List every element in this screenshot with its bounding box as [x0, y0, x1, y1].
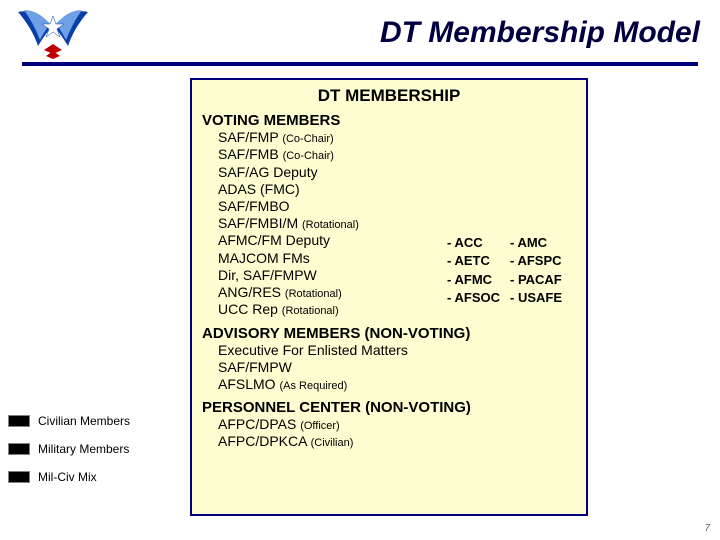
legend-swatch [8, 443, 30, 455]
voting-paren: (Co-Chair) [283, 150, 334, 162]
voting-heading: VOTING MEMBERS [202, 112, 576, 129]
personnel-paren: (Civilian) [311, 437, 354, 449]
legend-row: Mil-Civ Mix [8, 470, 130, 484]
advisory-label: Executive For Enlisted Matters [218, 342, 408, 358]
advisory-label: AFSLMO [218, 376, 276, 392]
advisory-item: SAF/FMPW [218, 359, 576, 376]
advisory-item: AFSLMO (As Required) [218, 376, 576, 393]
voting-label: ANG/RES [218, 284, 281, 300]
majcom-cell: - ACC [447, 235, 508, 251]
voting-label: SAF/FMBI/M [218, 215, 298, 231]
personnel-paren: (Officer) [300, 420, 340, 432]
title-underline [22, 62, 698, 66]
majcom-row: - AETC- AFSPC [447, 253, 570, 269]
membership-panel: DT MEMBERSHIP VOTING MEMBERS SAF/FMP (Co… [190, 78, 588, 516]
voting-paren: (Rotational) [282, 305, 339, 317]
voting-label: SAF/FMP [218, 129, 278, 145]
voting-item: ADAS (FMC) [218, 181, 576, 198]
majcom-cell: - USAFE [510, 290, 570, 306]
legend-row: Civilian Members [8, 414, 130, 428]
slide: DT Membership Model DT MEMBERSHIP VOTING… [0, 0, 720, 540]
voting-item: SAF/FMBI/M (Rotational) [218, 215, 576, 232]
advisory-label: SAF/FMPW [218, 359, 292, 375]
voting-item: SAF/FMBO [218, 198, 576, 215]
advisory-paren: (As Required) [279, 380, 347, 392]
advisory-heading: ADVISORY MEMBERS (NON-VOTING) [202, 325, 576, 342]
legend-label: Mil-Civ Mix [38, 470, 97, 484]
legend-swatch [8, 415, 30, 427]
majcom-cell: - AFMC [447, 272, 508, 288]
majcom-list: - ACC- AMC- AETC- AFSPC- AFMC- PACAF- AF… [445, 233, 572, 308]
personnel-items: AFPC/DPAS (Officer)AFPC/DPKCA (Civilian) [218, 416, 576, 451]
personnel-label: AFPC/DPAS [218, 416, 296, 432]
voting-label: AFMC/FM Deputy [218, 232, 330, 248]
advisory-item: Executive For Enlisted Matters [218, 342, 576, 359]
voting-label: SAF/FMBO [218, 198, 290, 214]
majcom-cell: - AETC [447, 253, 508, 269]
voting-label: Dir, SAF/FMPW [218, 267, 317, 283]
legend-label: Military Members [38, 442, 129, 456]
voting-paren: (Rotational) [302, 219, 359, 231]
majcom-row: - AFMC- PACAF [447, 272, 570, 288]
majcom-cell: - PACAF [510, 272, 570, 288]
voting-paren: (Co-Chair) [282, 133, 333, 145]
personnel-label: AFPC/DPKCA [218, 433, 307, 449]
personnel-item: AFPC/DPAS (Officer) [218, 416, 576, 433]
voting-section: SAF/FMP (Co-Chair)SAF/FMB (Co-Chair)SAF/… [202, 129, 576, 319]
voting-label: UCC Rep [218, 301, 278, 317]
page-title: DT Membership Model [380, 16, 700, 50]
legend-label: Civilian Members [38, 414, 130, 428]
page-number: 7 [704, 523, 710, 534]
legend: Civilian Members Military Members Mil-Civ … [8, 414, 130, 498]
advisory-items: Executive For Enlisted MattersSAF/FMPWAF… [218, 342, 576, 394]
voting-item: SAF/FMB (Co-Chair) [218, 146, 576, 163]
legend-swatch [8, 471, 30, 483]
voting-item: SAF/AG Deputy [218, 164, 576, 181]
majcom-cell: - AFSOC [447, 290, 508, 306]
voting-item: SAF/FMP (Co-Chair) [218, 129, 576, 146]
voting-label: SAF/AG Deputy [218, 164, 318, 180]
voting-label: MAJCOM FMs [218, 250, 310, 266]
majcom-row: - AFSOC- USAFE [447, 290, 570, 306]
usaf-logo [16, 6, 90, 60]
majcom-row: - ACC- AMC [447, 235, 570, 251]
majcom-cell: - AFSPC [510, 253, 570, 269]
voting-paren: (Rotational) [285, 288, 342, 300]
personnel-heading: PERSONNEL CENTER (NON-VOTING) [202, 399, 576, 416]
personnel-item: AFPC/DPKCA (Civilian) [218, 433, 576, 450]
voting-label: ADAS (FMC) [218, 181, 300, 197]
panel-heading: DT MEMBERSHIP [202, 86, 576, 106]
voting-label: SAF/FMB [218, 146, 279, 162]
legend-row: Military Members [8, 442, 130, 456]
majcom-cell: - AMC [510, 235, 570, 251]
